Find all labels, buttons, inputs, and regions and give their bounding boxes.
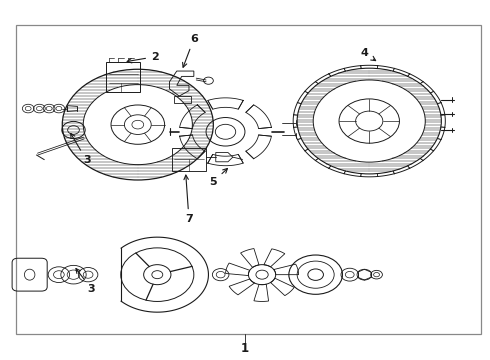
Bar (172, 148, 206, 171)
Text: 4: 4 (361, 48, 376, 60)
Text: 2: 2 (127, 52, 159, 63)
Text: 1: 1 (241, 342, 249, 355)
Text: 3: 3 (76, 269, 96, 294)
Text: 5: 5 (210, 168, 227, 187)
Bar (16, 24, 481, 334)
Text: 7: 7 (184, 175, 193, 224)
Text: 3: 3 (71, 134, 91, 165)
Text: 6: 6 (183, 34, 198, 67)
